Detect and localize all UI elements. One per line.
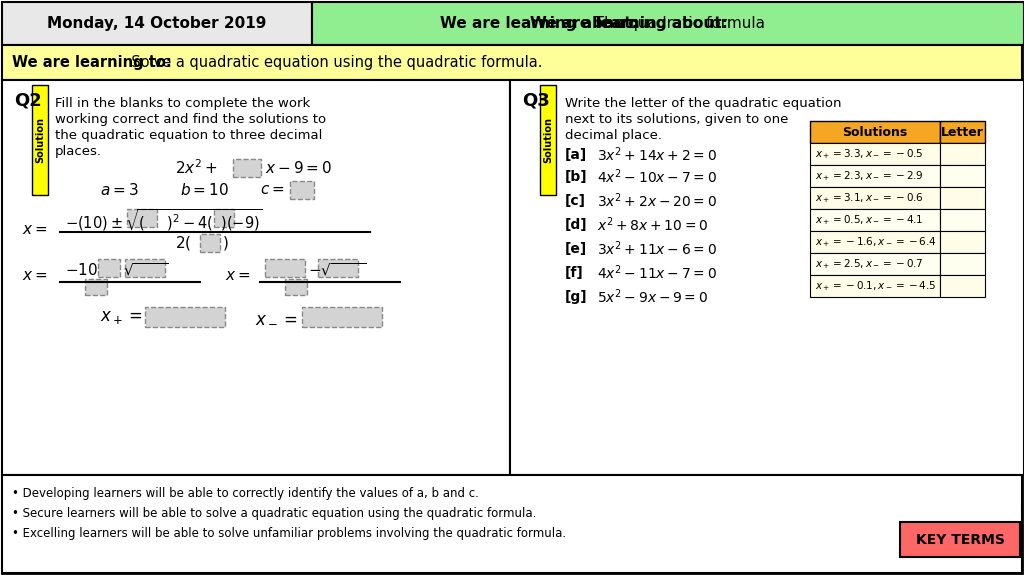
Text: $3x^2 + 2x - 20 = 0$: $3x^2 + 2x - 20 = 0$: [597, 191, 717, 210]
Bar: [940, 187, 985, 209]
Text: $x_+ = -1.6, x_- = -6.4$: $x_+ = -1.6, x_- = -6.4$: [815, 235, 937, 249]
Text: The quadratic formula: The quadratic formula: [585, 16, 765, 31]
Text: $x_+ =$: $x_+ =$: [100, 308, 142, 326]
Bar: [810, 275, 940, 297]
Bar: [2, 2, 312, 45]
Text: $- \sqrt{\quad\quad}$: $- \sqrt{\quad\quad}$: [308, 262, 366, 278]
Bar: [940, 165, 985, 187]
Text: • Secure learners will be able to solve a quadratic equation using the quadratic: • Secure learners will be able to solve …: [12, 507, 537, 519]
Text: [g]: [g]: [565, 290, 588, 304]
Bar: [940, 275, 985, 297]
Text: $c =$: $c =$: [260, 182, 285, 197]
Text: $4x^2 - 11x - 7 = 0$: $4x^2 - 11x - 7 = 0$: [597, 264, 717, 282]
Bar: [32, 85, 48, 195]
Text: Monday, 14 October 2019: Monday, 14 October 2019: [47, 16, 266, 31]
Bar: [285, 279, 307, 295]
Text: $b = 10$: $b = 10$: [180, 182, 228, 198]
Bar: [2, 475, 1022, 573]
Bar: [214, 209, 234, 227]
Text: next to its solutions, given to one: next to its solutions, given to one: [565, 113, 788, 125]
Bar: [312, 2, 1024, 45]
Bar: [127, 209, 157, 227]
Bar: [540, 85, 556, 195]
Text: Q2: Q2: [14, 91, 42, 109]
Text: decimal place.: decimal place.: [565, 128, 662, 141]
Text: $x = $: $x = $: [22, 267, 47, 282]
Text: Solution: Solution: [543, 117, 553, 163]
Bar: [940, 253, 985, 275]
Text: [c]: [c]: [565, 194, 586, 208]
Text: places.: places.: [55, 144, 102, 158]
Text: • Excelling learners will be able to solve unfamiliar problems involving the qua: • Excelling learners will be able to sol…: [12, 527, 566, 539]
Bar: [940, 121, 985, 143]
Text: [d]: [d]: [565, 218, 588, 232]
Text: $2($: $2($: [175, 234, 191, 252]
Bar: [810, 231, 940, 253]
Text: $3x^2 + 14x + 2 = 0$: $3x^2 + 14x + 2 = 0$: [597, 145, 717, 164]
Text: [b]: [b]: [565, 170, 588, 184]
Text: Fill in the blanks to complete the work: Fill in the blanks to complete the work: [55, 97, 310, 109]
Bar: [810, 187, 940, 209]
Bar: [290, 181, 314, 199]
Text: $4x^2 - 10x - 7 = 0$: $4x^2 - 10x - 7 = 0$: [597, 168, 717, 186]
Bar: [145, 307, 225, 327]
Bar: [98, 259, 120, 277]
Bar: [940, 209, 985, 231]
Text: $5x^2 - 9x - 9 = 0$: $5x^2 - 9x - 9 = 0$: [597, 288, 708, 306]
Bar: [2, 80, 510, 475]
Text: $2x^2 +$: $2x^2 +$: [175, 159, 218, 177]
Bar: [302, 307, 382, 327]
Bar: [940, 143, 985, 165]
Text: $3x^2 + 11x - 6 = 0$: $3x^2 + 11x - 6 = 0$: [597, 240, 717, 258]
Bar: [2, 45, 1022, 80]
Bar: [510, 80, 1024, 475]
Text: Q3: Q3: [522, 91, 550, 109]
Text: $)$: $)$: [222, 234, 228, 252]
Bar: [810, 143, 940, 165]
Text: $x^2 + 8x + 10 = 0$: $x^2 + 8x + 10 = 0$: [597, 216, 709, 234]
Text: Solve a quadratic equation using the quadratic formula.: Solve a quadratic equation using the qua…: [122, 56, 543, 71]
Bar: [810, 121, 940, 143]
Text: $x_+ = 3.1, x_- = -0.6$: $x_+ = 3.1, x_- = -0.6$: [815, 191, 924, 205]
Text: We are learning to:: We are learning to:: [12, 56, 172, 71]
Text: $x_+ = 0.5, x_- = -4.1$: $x_+ = 0.5, x_- = -4.1$: [815, 213, 924, 227]
Text: Letter: Letter: [941, 125, 984, 139]
Text: [f]: [f]: [565, 266, 584, 280]
Text: $\sqrt{\quad\quad}$: $\sqrt{\quad\quad}$: [123, 262, 168, 278]
Text: Solutions: Solutions: [843, 125, 907, 139]
Text: $x_+ = -0.1, x_- = -4.5$: $x_+ = -0.1, x_- = -4.5$: [815, 279, 936, 293]
Text: the quadratic equation to three decimal: the quadratic equation to three decimal: [55, 128, 323, 141]
Text: $x_- =$: $x_- =$: [255, 308, 297, 326]
Text: We are learning about:: We are learning about:: [530, 16, 728, 31]
Bar: [810, 165, 940, 187]
Text: $x_+ = 2.5, x_- = -0.7$: $x_+ = 2.5, x_- = -0.7$: [815, 257, 923, 271]
Text: [a]: [a]: [565, 148, 587, 162]
Text: working correct and find the solutions to: working correct and find the solutions t…: [55, 113, 326, 125]
Text: • Developing learners will be able to correctly identify the values of a, b and : • Developing learners will be able to co…: [12, 486, 479, 500]
Bar: [810, 209, 940, 231]
Text: $x_+ = 2.3, x_- = -2.9$: $x_+ = 2.3, x_- = -2.9$: [815, 169, 924, 183]
Text: [e]: [e]: [565, 242, 587, 256]
Bar: [200, 234, 220, 252]
Bar: [810, 253, 940, 275]
Bar: [233, 159, 261, 177]
Text: $a = 3$: $a = 3$: [100, 182, 138, 198]
Bar: [85, 279, 106, 295]
Text: KEY TERMS: KEY TERMS: [915, 533, 1005, 547]
Text: $x = $: $x = $: [22, 221, 47, 236]
Text: $-10$: $-10$: [65, 262, 98, 278]
Bar: [940, 231, 985, 253]
Bar: [125, 259, 165, 277]
Text: $x_+ = 3.3, x_- = -0.5$: $x_+ = 3.3, x_- = -0.5$: [815, 147, 924, 161]
Text: $x - 9 = 0$: $x - 9 = 0$: [265, 160, 332, 176]
Text: $-(10) \pm \sqrt{(\quad\;\;)^2 - 4(\;\;)(-9)}$: $-(10) \pm \sqrt{(\quad\;\;)^2 - 4(\;\;)…: [65, 207, 263, 233]
Bar: [318, 259, 358, 277]
Bar: [265, 259, 305, 277]
Text: We are learning about:: We are learning about:: [440, 16, 638, 31]
Text: Write the letter of the quadratic equation: Write the letter of the quadratic equati…: [565, 97, 842, 109]
Text: $x = $: $x = $: [225, 267, 251, 282]
Bar: [900, 522, 1020, 557]
Text: Solution: Solution: [35, 117, 45, 163]
